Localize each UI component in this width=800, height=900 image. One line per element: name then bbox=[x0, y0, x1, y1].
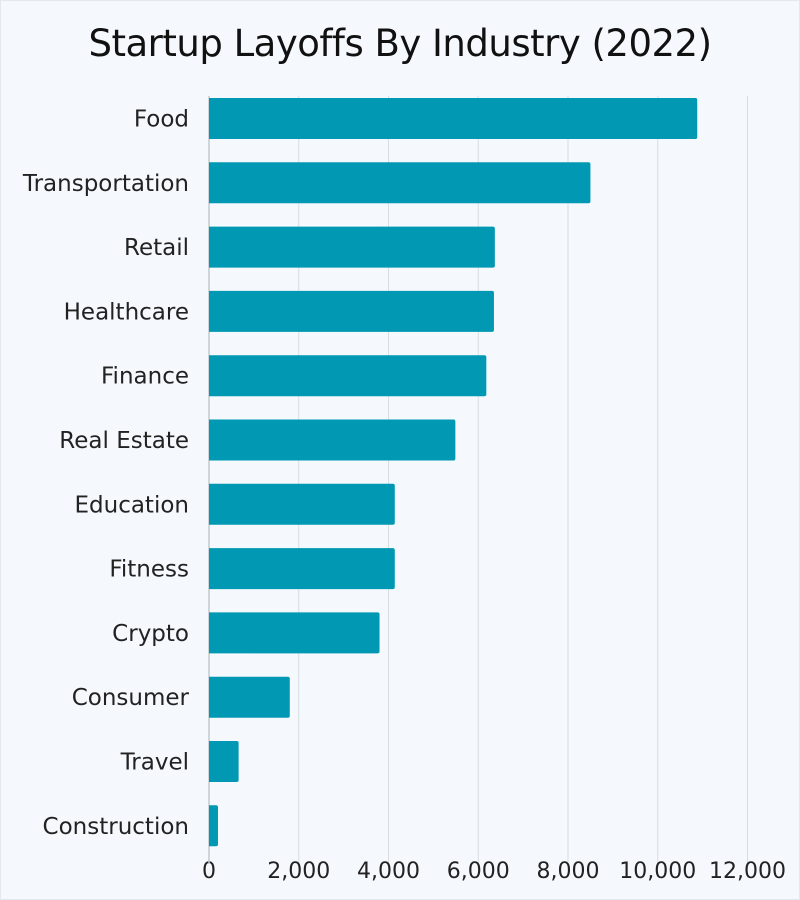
bar-crypto bbox=[209, 612, 380, 654]
category-label: Construction bbox=[43, 814, 189, 840]
bar-finance bbox=[209, 355, 487, 397]
category-label: Consumer bbox=[72, 685, 190, 711]
bar-transportation bbox=[209, 162, 591, 204]
x-tick-label: 12,000 bbox=[709, 859, 786, 884]
category-label: Real Estate bbox=[59, 428, 189, 454]
category-label: Travel bbox=[120, 750, 189, 776]
bar-real-estate bbox=[209, 419, 456, 461]
category-label: Transportation bbox=[22, 171, 189, 197]
category-label: Finance bbox=[101, 364, 189, 390]
bar-retail bbox=[209, 226, 495, 268]
bar-education bbox=[209, 483, 395, 525]
chart-title: Startup Layoffs By Industry (2022) bbox=[88, 22, 712, 65]
x-tick-label: 6,000 bbox=[447, 859, 510, 884]
category-label: Retail bbox=[124, 235, 189, 261]
category-label: Fitness bbox=[109, 557, 189, 583]
category-label: Crypto bbox=[112, 621, 189, 647]
category-label: Healthcare bbox=[64, 299, 189, 325]
bar-fitness bbox=[209, 548, 395, 590]
bar-construction bbox=[209, 805, 218, 847]
category-label: Education bbox=[74, 492, 189, 518]
bar-food bbox=[209, 98, 698, 139]
x-tick-label: 10,000 bbox=[619, 859, 696, 884]
x-tick-label: 0 bbox=[202, 859, 216, 884]
bar-healthcare bbox=[209, 290, 494, 332]
bar-consumer bbox=[209, 676, 290, 718]
x-tick-label: 2,000 bbox=[267, 859, 330, 884]
category-label: Food bbox=[134, 107, 189, 133]
bar-travel bbox=[209, 741, 239, 782]
x-tick-label: 8,000 bbox=[537, 859, 600, 884]
x-tick-label: 4,000 bbox=[357, 859, 420, 884]
